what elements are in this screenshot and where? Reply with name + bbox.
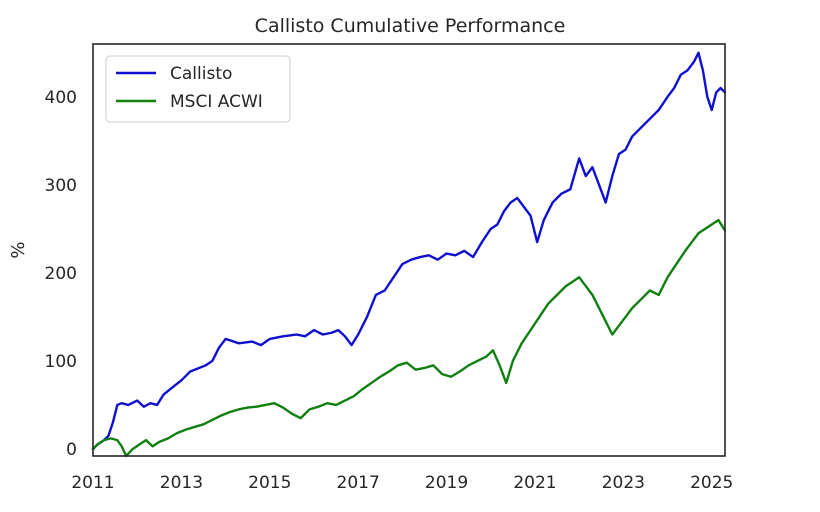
series-line-msci-acwi	[91, 218, 727, 458]
x-axis-ticks: 2011 2013 2015 2017 2019 2021 2023 2025	[71, 473, 733, 493]
y-tick-label: 0	[66, 440, 77, 460]
x-tick-label: 2023	[602, 473, 645, 493]
x-tick-label: 2019	[425, 473, 468, 493]
x-tick-label: 2013	[160, 473, 203, 493]
x-tick-label: 2015	[248, 473, 291, 493]
chart-title: Callisto Cumulative Performance	[255, 15, 566, 37]
y-tick-label: 400	[45, 88, 77, 108]
x-tick-label: 2021	[513, 473, 556, 493]
y-axis-label: %	[8, 241, 29, 258]
series-layer	[91, 51, 727, 458]
y-tick-label: 200	[45, 264, 77, 284]
x-tick-label: 2011	[71, 473, 114, 493]
y-tick-label: 300	[45, 176, 77, 196]
x-tick-label: 2025	[690, 473, 733, 493]
y-tick-label: 100	[45, 352, 77, 372]
legend-label-msci-acwi: MSCI ACWI	[170, 92, 263, 112]
x-tick-label: 2017	[337, 473, 380, 493]
legend: Callisto MSCI ACWI	[105, 55, 291, 123]
y-axis-ticks: 0 100 200 300 400	[45, 88, 77, 460]
series-line-callisto	[91, 51, 727, 451]
legend-label-callisto: Callisto	[170, 64, 232, 84]
plot-frame	[92, 43, 726, 457]
